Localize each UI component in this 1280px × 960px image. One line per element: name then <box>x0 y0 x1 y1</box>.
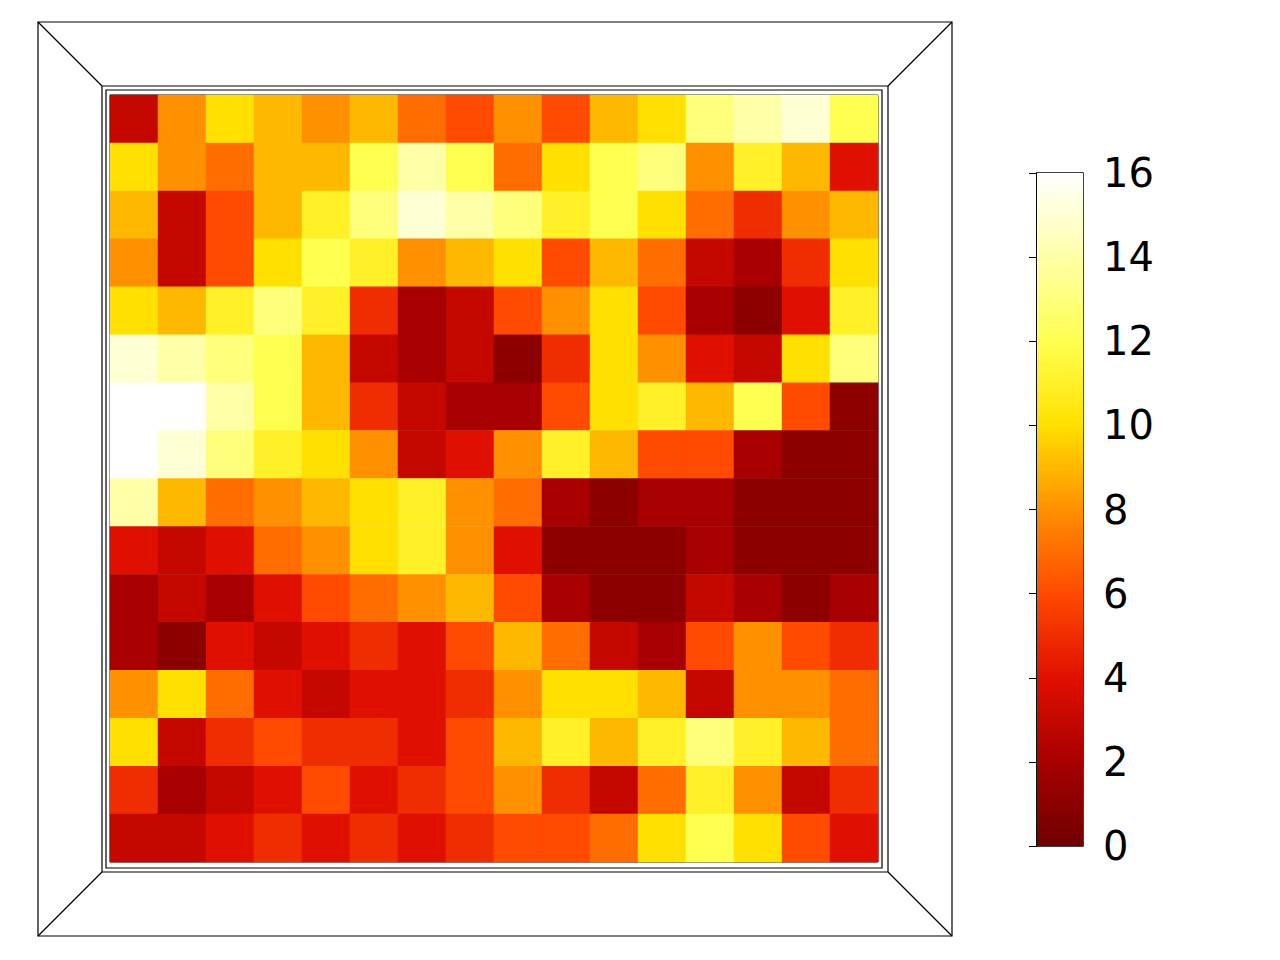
svg-text:6: 6 <box>1103 571 1128 617</box>
svg-text:0: 0 <box>1103 823 1128 869</box>
svg-text:2: 2 <box>1103 739 1128 785</box>
svg-text:4: 4 <box>1103 655 1128 701</box>
svg-text:14: 14 <box>1103 234 1154 280</box>
svg-text:16: 16 <box>1103 150 1154 196</box>
svg-text:12: 12 <box>1103 318 1154 364</box>
svg-text:8: 8 <box>1103 487 1128 533</box>
svg-text:10: 10 <box>1103 402 1154 448</box>
